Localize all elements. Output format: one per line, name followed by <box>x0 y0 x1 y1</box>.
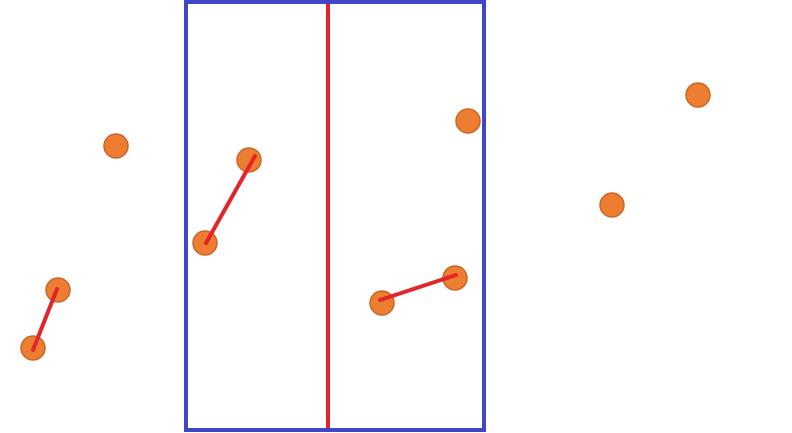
region-box <box>184 0 486 432</box>
connector-line <box>204 154 257 245</box>
point <box>685 82 711 108</box>
point <box>103 133 129 159</box>
connector-line <box>378 273 458 302</box>
connector-line <box>31 287 59 352</box>
point <box>455 108 481 134</box>
point <box>599 192 625 218</box>
